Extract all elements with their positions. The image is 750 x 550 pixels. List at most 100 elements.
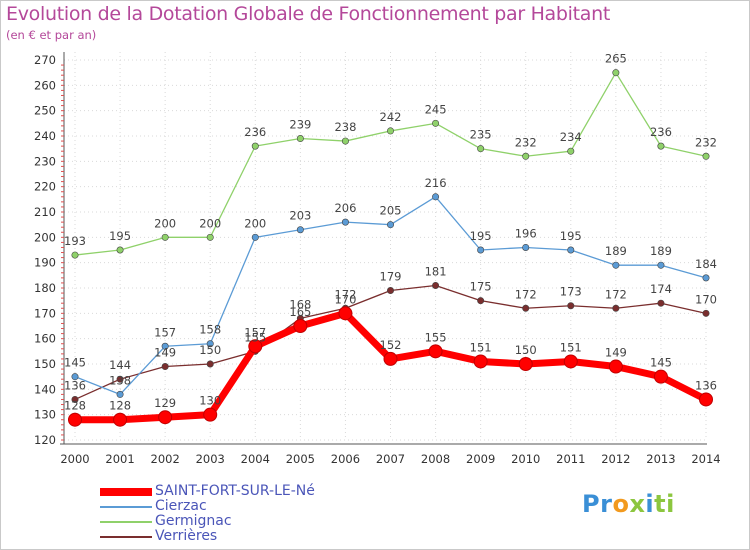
data-label: 245	[425, 102, 447, 116]
y-tick-label: 180	[34, 281, 56, 295]
plot-area	[64, 52, 707, 440]
y-tick-label: 240	[34, 129, 56, 143]
data-point	[477, 297, 485, 305]
data-point	[522, 243, 530, 251]
data-point	[386, 287, 394, 295]
y-tick-label: 200	[34, 230, 56, 244]
x-tick-label: 2010	[511, 452, 540, 466]
data-point	[248, 339, 263, 354]
y-tick-label: 250	[34, 104, 56, 118]
legend-swatch	[100, 535, 152, 538]
x-tick-label: 2012	[601, 452, 630, 466]
data-point	[653, 369, 668, 384]
data-label: 172	[515, 287, 537, 301]
data-label: 128	[64, 399, 86, 413]
data-label: 144	[109, 358, 131, 372]
data-label: 200	[199, 216, 221, 230]
x-tick-label: 2007	[376, 452, 405, 466]
data-point	[206, 233, 214, 241]
data-point	[116, 375, 124, 383]
data-point	[612, 261, 620, 269]
data-label: 195	[109, 229, 131, 243]
series-SAINT-FORT-SUR-LE-Né	[68, 306, 713, 427]
data-label: 234	[560, 130, 582, 144]
data-point	[116, 390, 124, 398]
data-label: 193	[64, 234, 86, 248]
legend-item[interactable]: SAINT-FORT-SUR-LE-Né	[100, 484, 315, 499]
legend-item[interactable]: Cierzac	[100, 499, 315, 514]
data-label: 195	[560, 229, 582, 243]
data-label: 158	[199, 323, 221, 337]
data-label: 170	[334, 292, 356, 306]
x-tick-label: 2008	[421, 452, 450, 466]
logo-letters: i	[645, 490, 655, 518]
data-label: 128	[109, 399, 131, 413]
data-label: 206	[334, 201, 356, 215]
data-label: 157	[244, 325, 266, 339]
data-point	[477, 246, 485, 254]
x-tick-label: 2006	[331, 452, 360, 466]
data-point	[473, 354, 488, 369]
data-label: 200	[154, 216, 176, 230]
data-point	[206, 340, 214, 348]
data-label: 173	[560, 285, 582, 299]
data-point	[296, 226, 304, 234]
data-point	[518, 357, 533, 371]
data-label: 172	[605, 287, 627, 301]
data-label: 172	[334, 287, 356, 301]
legend-item[interactable]: Germignac	[100, 514, 315, 529]
data-label: 150	[515, 343, 537, 357]
data-label: 152	[380, 338, 402, 352]
data-point	[567, 302, 575, 310]
data-label: 232	[515, 135, 537, 149]
y-tick-label: 220	[34, 180, 56, 194]
data-label: 155	[425, 330, 447, 344]
data-label: 236	[650, 125, 672, 139]
data-point	[71, 395, 79, 403]
data-label: 136	[695, 378, 717, 392]
data-label: 203	[289, 209, 311, 223]
data-label: 236	[244, 125, 266, 139]
x-tick-label: 2009	[466, 452, 495, 466]
data-point	[68, 412, 82, 427]
data-point	[206, 360, 214, 368]
data-label: 242	[380, 110, 402, 124]
data-label: 151	[560, 340, 582, 354]
legend-swatch	[100, 505, 152, 508]
y-tick-label: 210	[34, 205, 56, 219]
legend-item[interactable]: Verrières	[100, 529, 315, 544]
y-tick-label: 170	[34, 306, 56, 320]
data-point	[386, 127, 394, 135]
y-tick-label: 260	[34, 78, 56, 92]
legend-label: Germignac	[155, 513, 232, 529]
data-label: 184	[695, 257, 717, 271]
data-point	[71, 251, 79, 259]
data-label: 145	[650, 356, 672, 370]
data-label: 165	[289, 305, 311, 319]
data-label: 150	[199, 343, 221, 357]
data-point	[432, 119, 440, 127]
data-label: 174	[650, 282, 672, 296]
y-tick-label: 160	[34, 332, 56, 346]
data-label: 200	[244, 216, 266, 230]
legend-swatch	[100, 520, 152, 523]
data-point	[567, 147, 575, 155]
data-label: 175	[470, 280, 492, 294]
y-tick-label: 230	[34, 154, 56, 168]
data-point	[432, 193, 440, 201]
data-point	[657, 299, 665, 307]
legend-label: SAINT-FORT-SUR-LE-Né	[155, 483, 315, 499]
proxiti-logo[interactable]: Proxiti	[582, 490, 675, 518]
data-label: 157	[154, 325, 176, 339]
chart-title: Evolution de la Dotation Globale de Fonc…	[6, 3, 611, 25]
logo-letters: x	[629, 490, 646, 518]
logo-letters: ti	[654, 490, 675, 518]
data-label: 238	[334, 120, 356, 134]
x-tick-label: 2005	[286, 452, 315, 466]
data-label: 130	[199, 394, 221, 408]
data-point	[338, 306, 353, 321]
data-label: 205	[380, 204, 402, 218]
data-label: 195	[470, 229, 492, 243]
line-chart: 120 130 140 150 160 170 180 190 200 210 220 230 240 2…	[34, 52, 721, 466]
data-point	[203, 407, 218, 422]
